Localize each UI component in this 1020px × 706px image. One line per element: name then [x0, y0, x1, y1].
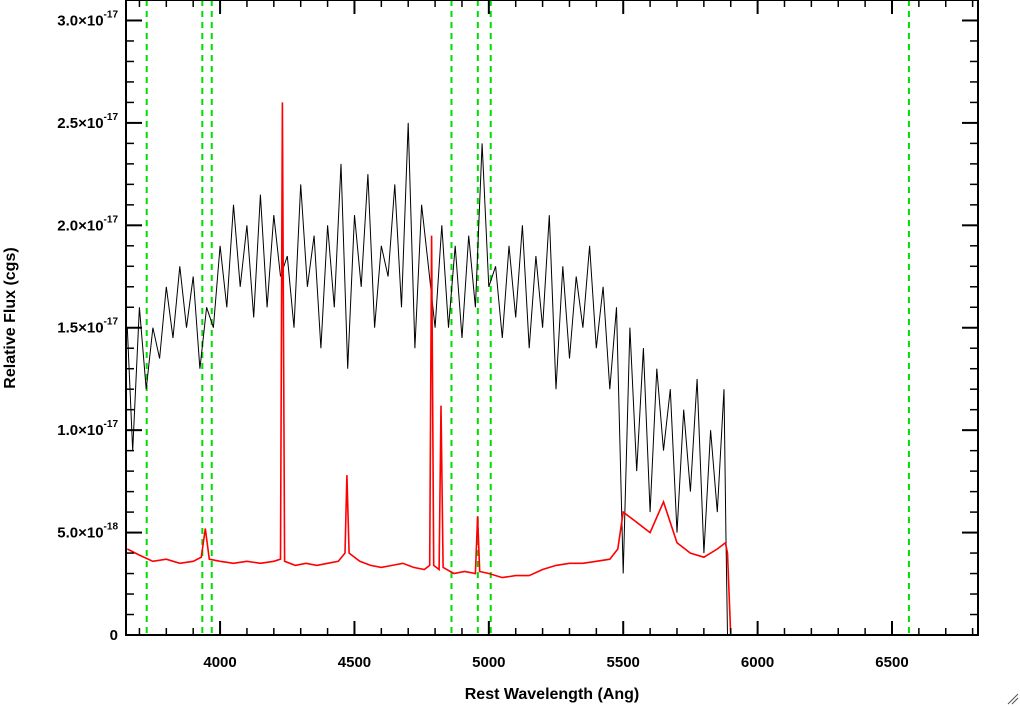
- plot-frame: [125, 0, 979, 636]
- tick-labels: 4000 4500 5000 5500 6000 6500 0 5.0×10-18 1.0×10…: [57, 9, 908, 671]
- x-tick-label: 4500: [338, 654, 371, 671]
- x-tick-label: 4000: [203, 654, 236, 671]
- x-tick-label: 5500: [607, 654, 640, 671]
- y-tick-label: 2.5×10-17: [57, 112, 118, 132]
- series-layer: [126, 102, 976, 636]
- y-tick-label: 1.0×10-17: [57, 419, 118, 439]
- x-tick-label: 6000: [741, 654, 774, 671]
- y-tick-label: 0: [110, 627, 118, 644]
- series-line-1: [126, 102, 976, 636]
- y-tick-label: 1.5×10-17: [57, 317, 118, 337]
- x-tick-label: 6500: [875, 654, 908, 671]
- x-tick-label: 5000: [472, 654, 505, 671]
- resize-grip-icon[interactable]: [1007, 693, 1019, 705]
- y-tick-label: 5.0×10-18: [57, 522, 118, 542]
- ticks-layer: [126, 0, 978, 636]
- series-line-0: [126, 122, 728, 636]
- y-tick-label: 2.0×10-17: [57, 214, 118, 234]
- y-tick-label: 3.0×10-17: [57, 9, 118, 29]
- y-axis-title: Relative Flux (cgs): [2, 247, 19, 388]
- x-axis-title: Rest Wavelength (Ang): [465, 686, 640, 703]
